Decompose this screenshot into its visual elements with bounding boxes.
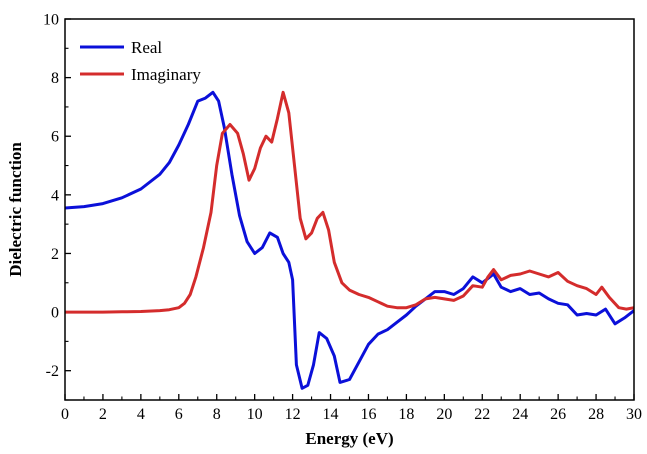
x-tick-label: 8 — [213, 406, 221, 423]
legend: Real Imaginary — [80, 38, 201, 84]
x-axis-title: Energy (eV) — [305, 429, 393, 448]
x-tick-label: 28 — [588, 406, 604, 423]
x-tick-label: 30 — [626, 406, 642, 423]
series-lines — [65, 90, 634, 390]
y-tick-label: 6 — [51, 129, 59, 146]
x-tick-label: 26 — [550, 406, 566, 423]
y-tick-label: 2 — [51, 246, 59, 263]
x-tick-label: 24 — [512, 406, 528, 423]
x-tick-label: 4 — [137, 406, 145, 423]
x-tick-label: 2 — [99, 406, 107, 423]
x-tick-label: 0 — [61, 406, 69, 423]
y-axis-title: Dielectric function — [6, 142, 25, 277]
x-tick-label: 20 — [436, 406, 452, 423]
x-tick-label: 16 — [360, 406, 376, 423]
y-tick-label: -2 — [46, 363, 59, 380]
series-line-real — [65, 90, 634, 390]
plot-area — [65, 90, 634, 390]
x-tick-label: 14 — [323, 406, 339, 423]
legend-label-imaginary: Imaginary — [131, 65, 201, 84]
legend-label-real: Real — [131, 38, 162, 57]
y-tick-label: 4 — [51, 187, 59, 204]
x-tick-label: 6 — [175, 406, 183, 423]
x-tick-label: 12 — [285, 406, 301, 423]
x-tick-label: 10 — [247, 406, 263, 423]
x-tick-label: 18 — [398, 406, 414, 423]
x-tick-label: 22 — [474, 406, 490, 423]
y-tick-label: 10 — [43, 12, 59, 29]
y-tick-label: 0 — [51, 305, 59, 322]
series-line-imaginary — [65, 90, 634, 314]
plot-frame — [64, 18, 635, 401]
y-tick-label: 8 — [51, 70, 59, 87]
